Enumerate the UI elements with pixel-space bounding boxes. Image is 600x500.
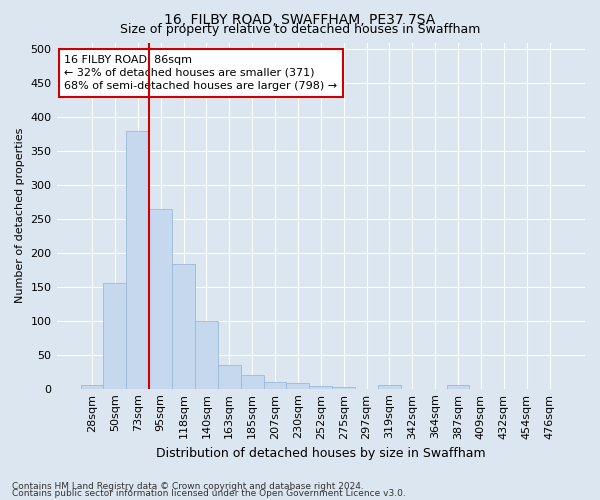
Bar [103,284,127,389]
Bar [241,375,263,388]
Text: Size of property relative to detached houses in Swaffham: Size of property relative to detached ho… [120,22,480,36]
Bar [218,365,241,388]
Text: Contains public sector information licensed under the Open Government Licence v3: Contains public sector information licen… [12,490,406,498]
Bar [172,264,195,388]
Text: 16 FILBY ROAD: 86sqm
← 32% of detached houses are smaller (371)
68% of semi-deta: 16 FILBY ROAD: 86sqm ← 32% of detached h… [64,54,338,91]
Bar [378,386,401,388]
Y-axis label: Number of detached properties: Number of detached properties [15,128,25,304]
Bar [80,386,103,388]
X-axis label: Distribution of detached houses by size in Swaffham: Distribution of detached houses by size … [156,447,485,460]
Text: 16, FILBY ROAD, SWAFFHAM, PE37 7SA: 16, FILBY ROAD, SWAFFHAM, PE37 7SA [164,12,436,26]
Bar [286,384,310,388]
Bar [149,209,172,388]
Bar [195,321,218,388]
Bar [446,386,469,388]
Text: Contains HM Land Registry data © Crown copyright and database right 2024.: Contains HM Land Registry data © Crown c… [12,482,364,491]
Bar [310,386,332,388]
Bar [127,130,149,388]
Bar [263,382,286,388]
